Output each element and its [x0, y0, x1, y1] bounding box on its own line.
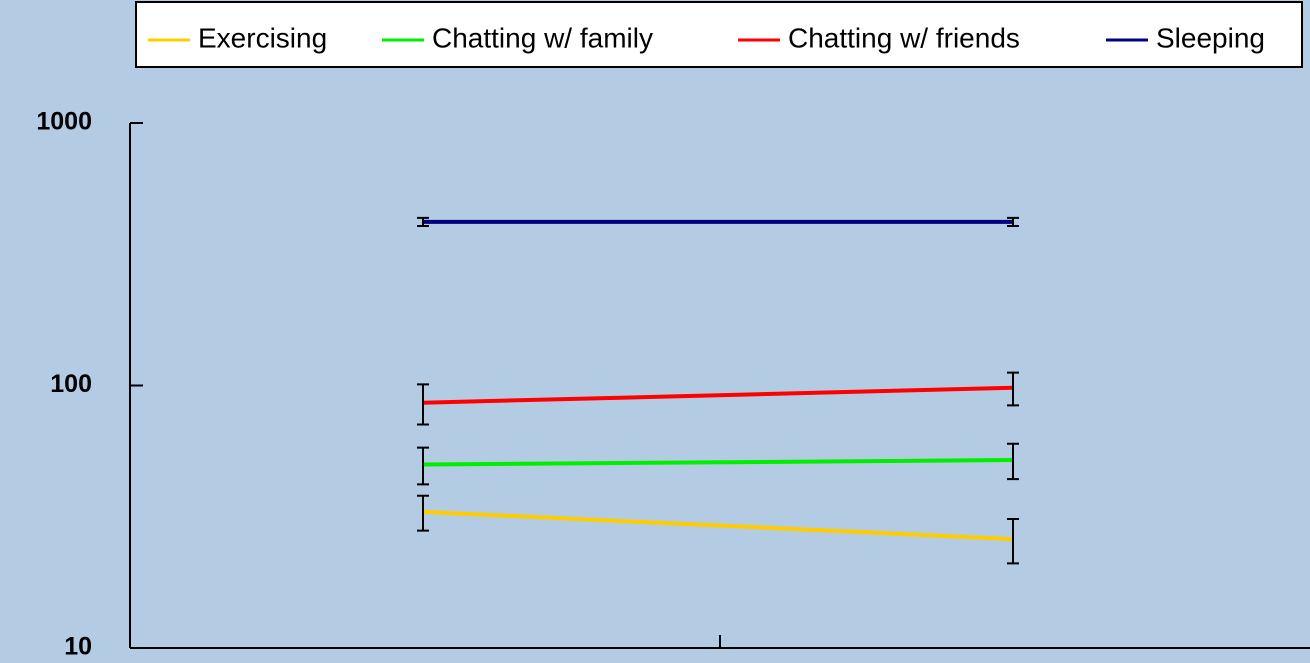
error-bar [417, 494, 429, 532]
error-bar [1007, 216, 1019, 228]
y-tick-label: 10 [64, 633, 92, 661]
error-bar [1007, 442, 1019, 481]
error-bar [1007, 371, 1019, 407]
series-line [422, 509, 1014, 542]
error-bar [1007, 518, 1019, 565]
legend-label: Exercising [198, 22, 327, 53]
error-bar [417, 383, 429, 426]
legend-label: Sleeping [1156, 22, 1265, 53]
legend-label: Chatting w/ family [432, 22, 653, 53]
y-tick-label: 1000 [36, 108, 92, 136]
series-line [422, 385, 1014, 405]
error-bar [417, 216, 429, 228]
error-bar [417, 446, 429, 486]
y-tick-label: 100 [50, 370, 92, 398]
legend-box [135, 1, 1303, 68]
series-line [422, 458, 1014, 467]
legend-label: Chatting w/ friends [788, 22, 1020, 53]
